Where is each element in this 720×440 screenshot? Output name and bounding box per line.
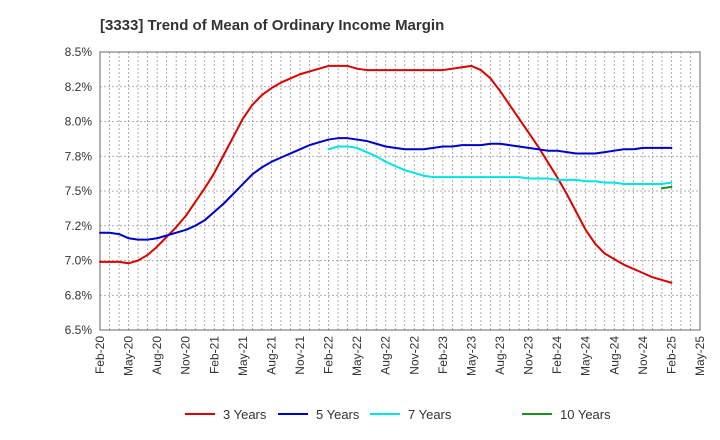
x-tick-label: Aug-24 bbox=[607, 336, 621, 375]
x-tick-label: Nov-20 bbox=[179, 336, 193, 375]
series-line-2 bbox=[99, 137, 673, 241]
x-tick-label: Feb-25 bbox=[664, 336, 678, 374]
series-layer bbox=[99, 64, 673, 284]
series-line-1 bbox=[99, 64, 673, 284]
x-tick-label: Feb-20 bbox=[93, 336, 107, 374]
x-tick-label: Aug-23 bbox=[493, 336, 507, 375]
x-tick-label: May-25 bbox=[693, 336, 707, 376]
legend-label-4: 10 Years bbox=[560, 407, 611, 422]
x-tick-label: May-23 bbox=[464, 336, 478, 376]
legend-label-3: 7 Years bbox=[408, 407, 452, 422]
x-tick-label: May-21 bbox=[236, 336, 250, 376]
x-tick-label: Aug-22 bbox=[379, 336, 393, 375]
y-tick-label: 7.8% bbox=[65, 149, 93, 163]
plot-frame bbox=[99, 51, 701, 331]
y-tick-label: 8.2% bbox=[65, 80, 93, 94]
x-tick-label: Feb-21 bbox=[207, 336, 221, 374]
x-tick-label: Nov-23 bbox=[522, 336, 536, 375]
y-tick-label: 7.0% bbox=[65, 254, 93, 268]
y-axis: 6.5% 6.8% 7.0% 7.2% 7.5% 7.8% 8.0% 8.2% 8.5% bbox=[65, 45, 93, 337]
chart-title: [3333] Trend of Mean of Ordinary Income … bbox=[100, 17, 444, 34]
series-line-4 bbox=[660, 185, 673, 190]
x-tick-label: May-24 bbox=[579, 336, 593, 376]
series-line-3 bbox=[327, 145, 673, 186]
legend: 3 Years 5 Years 7 Years 10 Years bbox=[185, 407, 611, 422]
x-tick-label: Nov-24 bbox=[636, 336, 650, 375]
x-tick-label: Feb-24 bbox=[550, 336, 564, 374]
legend-label-2: 5 Years bbox=[316, 407, 360, 422]
x-tick-label: Aug-21 bbox=[264, 336, 278, 375]
y-tick-label: 8.5% bbox=[65, 45, 93, 59]
x-tick-label: Feb-22 bbox=[322, 336, 336, 374]
x-tick-label: Nov-21 bbox=[293, 336, 307, 375]
x-tick-label: Aug-20 bbox=[150, 336, 164, 375]
x-axis: Feb-20 May-20 Aug-20 Nov-20 Feb-21 May-21 Aug-… bbox=[93, 336, 707, 376]
y-tick-label: 8.0% bbox=[65, 115, 93, 129]
y-tick-label: 6.8% bbox=[65, 288, 93, 302]
x-tick-label: May-22 bbox=[350, 336, 364, 376]
x-tick-label: May-20 bbox=[122, 336, 136, 376]
x-tick-label: Feb-23 bbox=[436, 336, 450, 374]
y-tick-label: 7.2% bbox=[65, 219, 93, 233]
y-tick-label: 7.5% bbox=[65, 184, 93, 198]
grid bbox=[100, 52, 700, 330]
x-tick-label: Nov-22 bbox=[407, 336, 421, 375]
y-tick-label: 6.5% bbox=[65, 323, 93, 337]
legend-label-1: 3 Years bbox=[223, 407, 267, 422]
